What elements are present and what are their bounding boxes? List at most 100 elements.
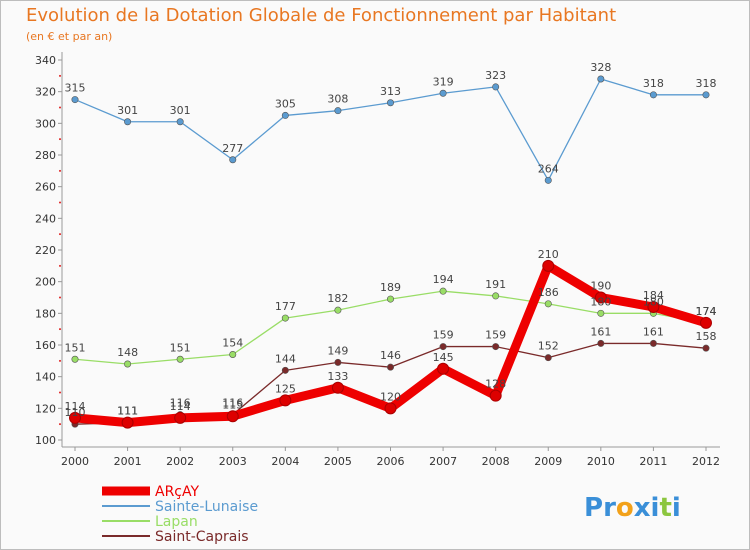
data-point <box>702 344 710 352</box>
logo-letter: x <box>634 493 651 523</box>
logo-letter: o <box>616 493 634 523</box>
logo-letter: i <box>651 493 660 523</box>
data-label: 315 <box>65 82 86 95</box>
y-tick-label: 100 <box>35 434 56 447</box>
logo-letter: i <box>672 493 681 523</box>
data-label: 189 <box>380 281 401 294</box>
data-point <box>281 314 289 322</box>
data-label: 154 <box>222 337 243 350</box>
x-tick-label: 2006 <box>377 455 405 468</box>
chart-title: Evolution de la Dotation Globale de Fonc… <box>26 5 616 26</box>
data-point <box>334 306 342 314</box>
data-label: 308 <box>327 93 348 106</box>
data-point <box>542 259 555 272</box>
data-label: 144 <box>275 352 296 365</box>
data-point <box>226 410 239 423</box>
data-point <box>124 360 132 368</box>
data-label: 323 <box>485 69 506 82</box>
data-point <box>69 411 81 424</box>
data-label: 111 <box>117 405 138 418</box>
x-tick-label: 2005 <box>324 455 352 468</box>
series-lines <box>69 75 712 429</box>
y-tick-label: 340 <box>35 54 56 67</box>
data-label: 180 <box>590 295 611 308</box>
data-label: 114 <box>170 400 191 413</box>
data-label: 120 <box>380 390 401 403</box>
data-label: 125 <box>275 382 296 395</box>
data-point <box>492 83 500 91</box>
data-point <box>121 416 134 429</box>
data-label: 318 <box>696 77 717 90</box>
x-tick-label: 2003 <box>219 455 247 468</box>
legend-label: Sainte-Lunaise <box>155 499 258 515</box>
data-label: 110 <box>65 406 86 419</box>
data-label: 133 <box>327 370 348 383</box>
y-tick-label: 300 <box>35 117 56 130</box>
data-point <box>492 292 500 300</box>
data-point <box>334 107 342 115</box>
y-minor-tick <box>59 328 61 331</box>
data-point <box>71 355 79 363</box>
y-minor-tick <box>59 296 61 299</box>
chart-subtitle: (en € et par an) <box>26 30 112 43</box>
data-point <box>437 362 450 375</box>
y-tick-label: 220 <box>35 244 56 257</box>
data-point <box>174 411 187 424</box>
legend-label: ARçAY <box>155 484 199 500</box>
data-label: 148 <box>117 346 138 359</box>
y-minor-tick <box>59 233 61 236</box>
data-label: 115 <box>222 398 243 411</box>
data-point <box>331 381 344 394</box>
y-tick-label: 160 <box>35 339 56 352</box>
data-label: 149 <box>327 344 348 357</box>
y-tick-label: 320 <box>35 86 56 99</box>
data-label: 301 <box>170 104 191 117</box>
y-minor-tick <box>59 201 61 204</box>
data-label: 194 <box>433 273 454 286</box>
data-label: 319 <box>433 75 454 88</box>
data-point <box>439 287 447 295</box>
data-point <box>544 354 552 362</box>
y-tick-label: 180 <box>35 307 56 320</box>
data-label: 114 <box>65 400 86 413</box>
x-tick-label: 2007 <box>429 455 457 468</box>
data-point <box>647 301 660 313</box>
data-label: 301 <box>117 104 138 117</box>
y-minor-tick <box>59 423 61 426</box>
data-point <box>334 358 342 366</box>
x-tick-label: 2000 <box>61 455 89 468</box>
data-point <box>544 300 552 308</box>
y-tick-label: 140 <box>35 371 56 384</box>
data-label: 128 <box>485 378 506 391</box>
data-label: 158 <box>696 330 717 343</box>
legend-label: Lapan <box>155 514 198 530</box>
data-label: 146 <box>380 349 401 362</box>
data-label: 177 <box>275 300 296 313</box>
y-tick-label: 260 <box>35 181 56 194</box>
data-label: 152 <box>538 340 559 353</box>
x-tick-label: 2012 <box>692 455 720 468</box>
data-point <box>700 316 712 329</box>
data-label: 145 <box>433 351 454 364</box>
data-label: 161 <box>590 325 611 338</box>
data-point <box>229 350 237 358</box>
x-tick-label: 2001 <box>114 455 142 468</box>
data-label: 159 <box>433 329 454 342</box>
data-point <box>229 156 237 164</box>
y-minor-tick <box>59 106 61 109</box>
data-label: 305 <box>275 97 296 110</box>
data-label: 116 <box>222 397 243 410</box>
data-point <box>544 176 552 184</box>
data-point <box>439 89 447 97</box>
data-label: 174 <box>696 305 717 318</box>
data-label: 277 <box>222 142 243 155</box>
data-point <box>597 75 605 83</box>
data-point <box>702 91 710 99</box>
data-point <box>176 118 184 126</box>
x-tick-label: 2008 <box>482 455 510 468</box>
data-point <box>597 339 605 347</box>
data-label: 159 <box>485 329 506 342</box>
y-minor-tick <box>59 74 61 77</box>
